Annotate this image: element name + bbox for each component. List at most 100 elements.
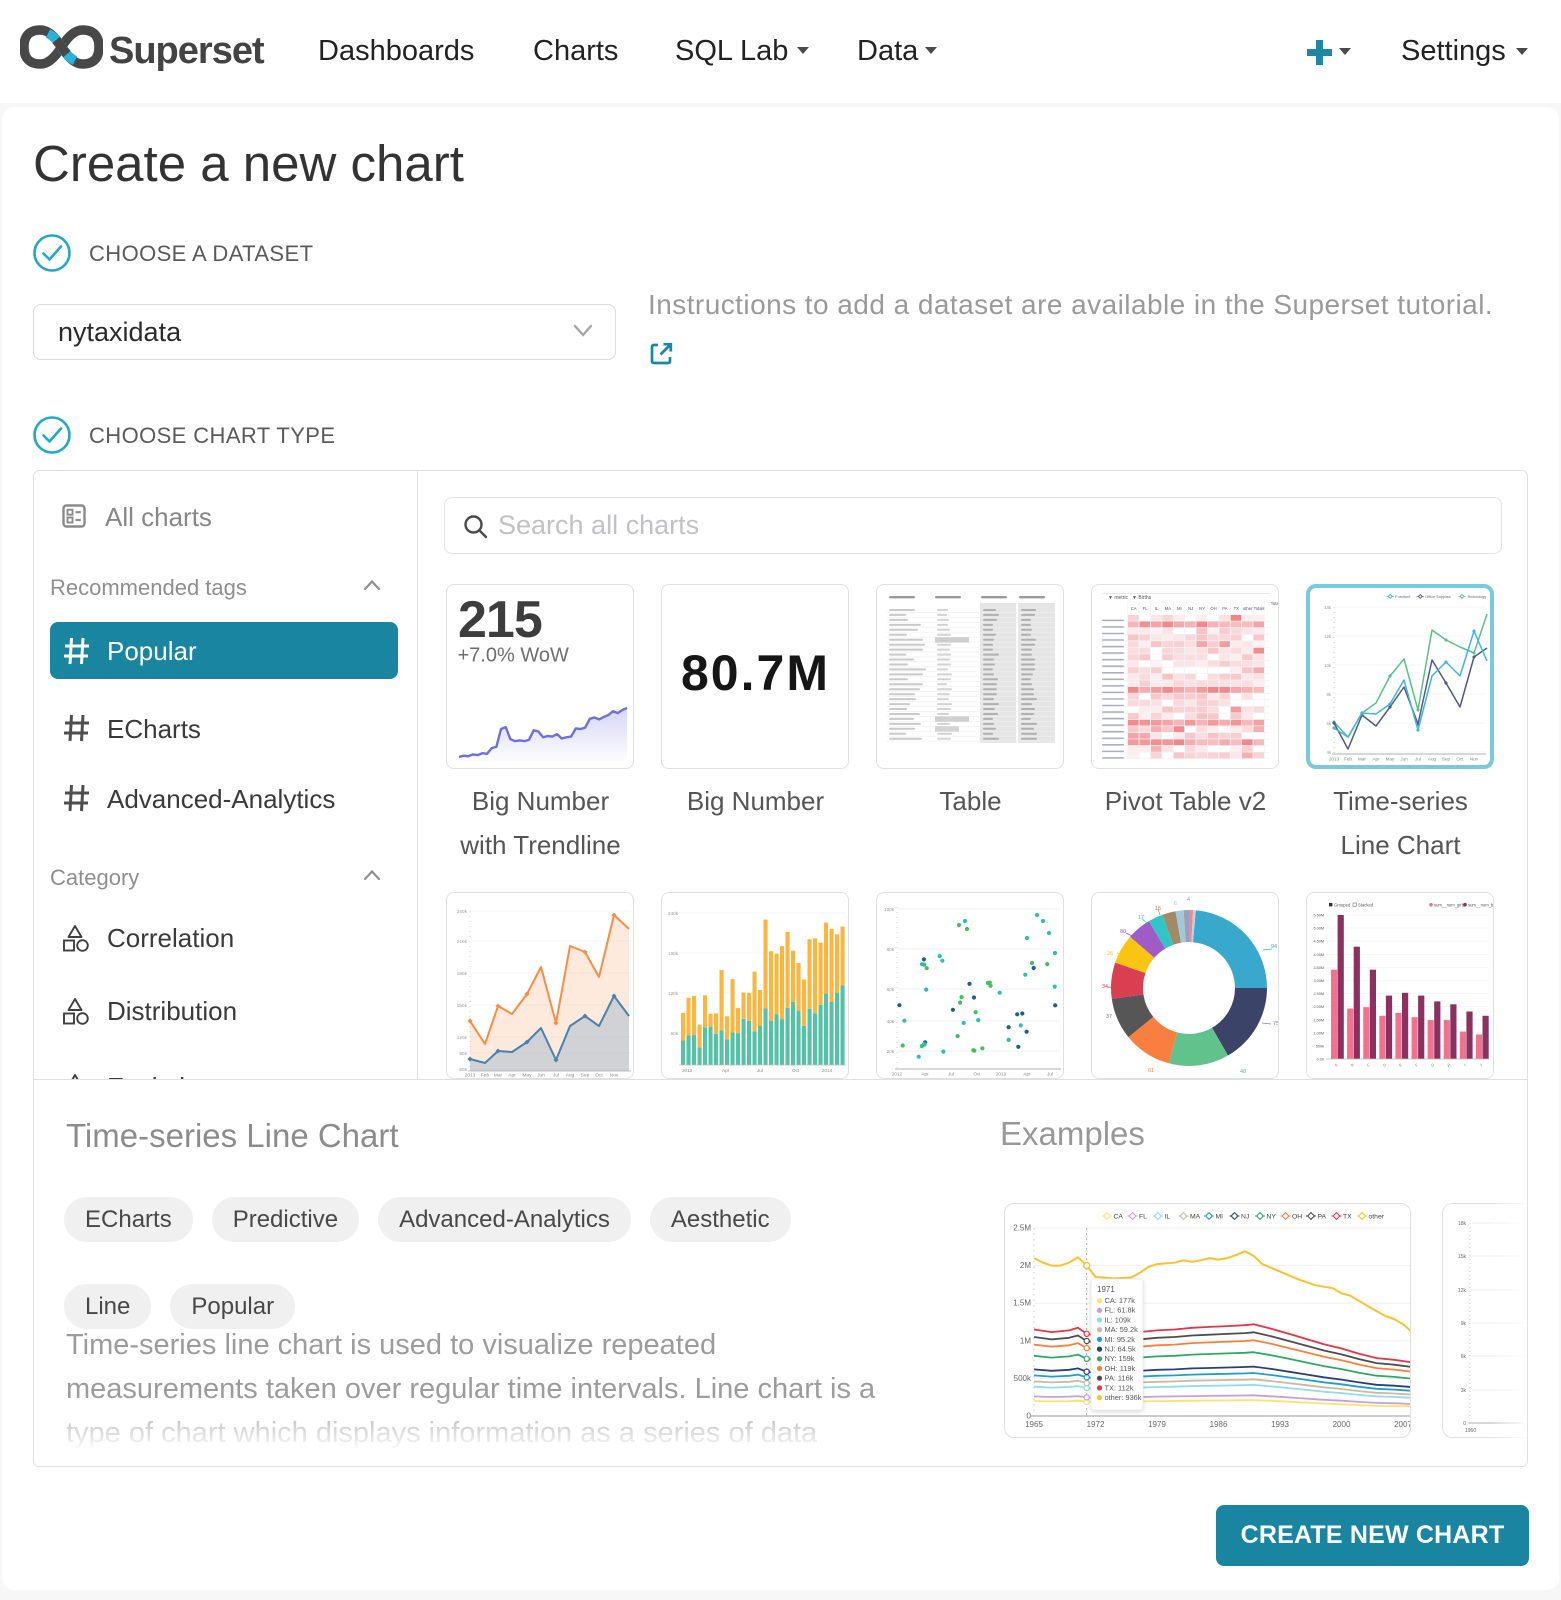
svg-text:2000: 2000 <box>1333 1420 1351 1429</box>
svg-text:B: B <box>1350 1063 1355 1068</box>
svg-text:1993: 1993 <box>1271 1420 1289 1429</box>
svg-text:Office Supplies: Office Supplies <box>1425 595 1451 599</box>
svg-text:C: C <box>1366 1063 1371 1068</box>
svg-text:IL: IL <box>1155 606 1159 611</box>
svg-text:MA: MA <box>1190 1213 1201 1220</box>
svg-text:0: 0 <box>1027 1412 1032 1421</box>
svg-text:CA: CA <box>1114 1213 1124 1220</box>
svg-text:Apr: Apr <box>1372 757 1380 762</box>
svg-text:Apr: Apr <box>921 1072 929 1077</box>
svg-text:0: 0 <box>1463 1421 1466 1427</box>
svg-text:2013: 2013 <box>465 1073 476 1079</box>
svg-text:1960: 1960 <box>1465 1428 1476 1434</box>
svg-text:sum__num_girls: sum__num_girls <box>1434 903 1465 908</box>
svg-text:180k: 180k <box>457 971 468 977</box>
svg-text:Sep: Sep <box>581 1073 590 1079</box>
svg-text:I: I <box>1463 1064 1467 1068</box>
svg-text:34: 34 <box>1102 984 1108 990</box>
svg-text:Totals: Totals <box>1271 601 1279 606</box>
svg-text:NY: NY <box>1199 606 1205 611</box>
svg-text:1979: 1979 <box>1148 1420 1166 1429</box>
svg-text:Aug: Aug <box>566 1073 575 1079</box>
svg-text:PA: PA <box>1318 1213 1327 1220</box>
svg-text:FL: 61.8k: FL: 61.8k <box>1105 1306 1136 1315</box>
svg-text:1986: 1986 <box>1210 1420 1228 1429</box>
svg-text:4k: 4k <box>1326 750 1331 755</box>
svg-text:Jul: Jul <box>1047 1072 1053 1077</box>
svg-text:MA: 59.2k: MA: 59.2k <box>1105 1325 1139 1334</box>
svg-text:A: A <box>1334 1063 1339 1068</box>
svg-text:2013: 2013 <box>1329 757 1340 762</box>
svg-text:Oct: Oct <box>1456 757 1464 762</box>
svg-text:IL: 109k: IL: 109k <box>1105 1315 1132 1324</box>
svg-text:75: 75 <box>1273 1021 1279 1027</box>
svg-text:Jun: Jun <box>537 1073 545 1079</box>
svg-text:May: May <box>522 1073 532 1079</box>
svg-text:2M: 2M <box>1020 1261 1031 1270</box>
svg-text:Sep: Sep <box>1442 757 1451 762</box>
svg-text:94: 94 <box>1271 944 1277 950</box>
svg-text:NJ: NJ <box>1188 606 1193 611</box>
svg-text:2.50M: 2.50M <box>1313 992 1324 996</box>
svg-text:2.00M: 2.00M <box>1313 1005 1324 1009</box>
svg-text:MA: MA <box>1165 606 1171 611</box>
svg-text:Mar: Mar <box>1358 757 1366 762</box>
svg-text:60k: 60k <box>671 1031 679 1036</box>
svg-text:Jul: Jul <box>553 1073 559 1079</box>
svg-text:14k: 14k <box>1324 605 1332 610</box>
svg-text:Oct: Oct <box>792 1068 800 1073</box>
svg-text:6k: 6k <box>1461 1354 1467 1360</box>
svg-text:120k: 120k <box>457 1035 468 1041</box>
svg-text:MI: MI <box>1216 1213 1224 1220</box>
svg-text:3.50M: 3.50M <box>1313 966 1324 970</box>
svg-text:OH: 119k: OH: 119k <box>1105 1364 1136 1373</box>
svg-text:6k: 6k <box>1326 721 1331 726</box>
svg-text:TX: 112k: TX: 112k <box>1105 1383 1134 1392</box>
svg-text:other: 936k: other: 936k <box>1105 1393 1142 1402</box>
svg-text:OH: OH <box>1210 606 1216 611</box>
svg-text:90k: 90k <box>459 1051 467 1057</box>
svg-text:500k: 500k <box>1316 1045 1324 1049</box>
svg-text:other: other <box>1369 1213 1385 1220</box>
svg-text:215: 215 <box>458 591 542 649</box>
svg-text:Jul: Jul <box>948 1072 954 1077</box>
svg-text:1972: 1972 <box>1087 1420 1105 1429</box>
svg-text:Totals: Totals <box>1254 606 1265 611</box>
svg-text:Stacked: Stacked <box>1358 903 1374 908</box>
svg-text:12k: 12k <box>1458 1288 1467 1294</box>
svg-text:210k: 210k <box>457 939 468 945</box>
svg-text:sum__num_boys: sum__num_boys <box>1468 903 1494 908</box>
svg-text:NJ: NJ <box>1241 1213 1249 1220</box>
svg-text:1.00M: 1.00M <box>1313 1031 1324 1035</box>
svg-text:CA: 177k: CA: 177k <box>1105 1296 1136 1305</box>
svg-text:100k: 100k <box>884 907 895 912</box>
svg-text:4: 4 <box>1187 897 1190 903</box>
svg-text:Aug: Aug <box>1428 757 1437 762</box>
svg-text:15k: 15k <box>1458 1254 1467 1260</box>
svg-text:OH: OH <box>1292 1213 1302 1220</box>
svg-text:9k: 9k <box>1461 1321 1467 1327</box>
svg-text:PA: 116k: PA: 116k <box>1105 1374 1134 1383</box>
svg-text:2014: 2014 <box>822 1068 833 1073</box>
svg-text:IL: IL <box>1165 1213 1171 1220</box>
svg-text:FL: FL <box>1143 606 1149 611</box>
svg-text:+7.0% WoW: +7.0% WoW <box>458 645 569 667</box>
svg-text:61: 61 <box>1148 1068 1154 1074</box>
svg-text:▼ metric: ▼ metric <box>1108 595 1128 601</box>
svg-text:12k: 12k <box>1324 634 1332 639</box>
svg-text:5.50M: 5.50M <box>1313 914 1324 918</box>
svg-text:Jul: Jul <box>1415 757 1421 762</box>
svg-text:2012: 2012 <box>892 1072 903 1077</box>
svg-text:2.5M: 2.5M <box>1013 1224 1031 1233</box>
svg-text:0.00: 0.00 <box>1317 1058 1324 1062</box>
svg-text:Furniture: Furniture <box>1395 595 1410 599</box>
svg-text:Nov: Nov <box>1470 757 1479 762</box>
svg-text:MI: 95.2k: MI: 95.2k <box>1105 1335 1136 1344</box>
svg-text:Grouped: Grouped <box>1334 903 1351 908</box>
svg-text:NY: NY <box>1267 1213 1277 1220</box>
svg-text:Apr: Apr <box>1023 1072 1031 1077</box>
svg-text:E: E <box>1398 1063 1403 1068</box>
svg-text:3.00M: 3.00M <box>1313 979 1324 983</box>
svg-text:4.00M: 4.00M <box>1313 953 1324 957</box>
svg-text:5.00M: 5.00M <box>1313 927 1324 931</box>
